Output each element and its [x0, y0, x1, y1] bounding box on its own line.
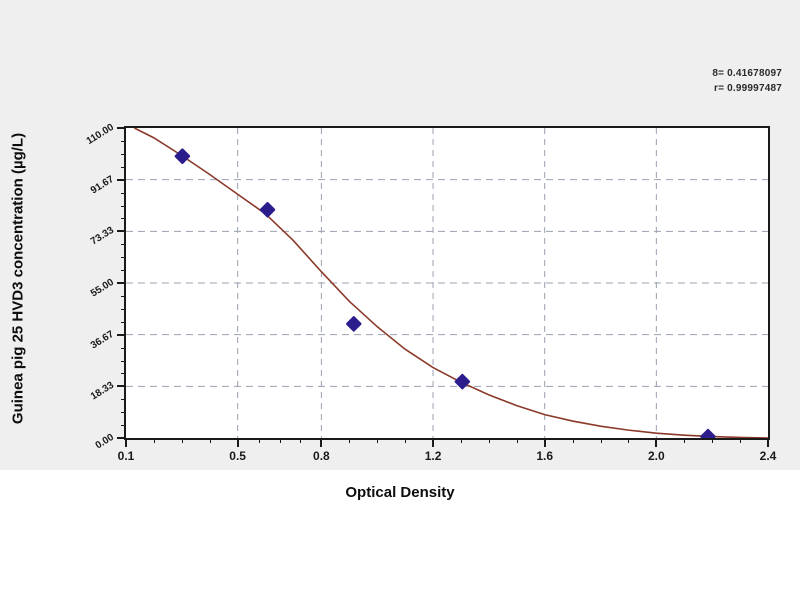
y-tick-mark	[117, 282, 126, 284]
x-tick-label: 2.0	[648, 449, 665, 463]
data-point-marker[interactable]	[174, 148, 191, 164]
x-tick-label: 0.1	[117, 449, 135, 463]
fit-curve	[134, 128, 768, 438]
x-tick-mark	[125, 438, 127, 447]
x-tick-mark-minor	[488, 438, 490, 443]
x-tick-mark-minor	[600, 438, 602, 443]
x-tick-mark	[767, 438, 769, 447]
y-tick-mark-minor	[121, 308, 126, 310]
x-tick-mark-minor	[349, 438, 351, 443]
x-tick-mark-minor	[460, 438, 462, 443]
x-tick-mark-minor	[572, 438, 574, 443]
y-tick-mark-minor	[121, 205, 126, 207]
y-tick-mark	[117, 437, 126, 439]
x-tick-label: 0.5	[229, 449, 246, 463]
data-point-marker[interactable]	[346, 316, 362, 332]
y-tick-mark-minor	[121, 140, 126, 142]
slope-annotation: 8= 0.41678097	[712, 68, 782, 79]
data-point-marker[interactable]	[700, 428, 716, 438]
x-tick-mark-minor	[181, 438, 183, 443]
y-tick-mark-minor	[121, 244, 126, 246]
y-tick-mark-minor	[121, 270, 126, 272]
y-tick-mark-minor	[121, 257, 126, 259]
x-tick-label: 1.2	[424, 449, 442, 463]
x-tick-mark-minor	[712, 438, 714, 443]
x-tick-mark-minor	[258, 438, 260, 443]
y-tick-mark-minor	[121, 425, 126, 427]
x-axis-title: Optical Density	[345, 484, 455, 501]
x-tick-mark-minor	[279, 438, 281, 443]
y-tick-mark-minor	[121, 166, 126, 168]
x-tick-mark	[543, 438, 546, 447]
data-point-marker[interactable]	[454, 373, 471, 390]
x-tick-label: 1.6	[536, 449, 554, 463]
x-tick-mark-minor	[740, 438, 742, 443]
x-tick-mark-minor	[209, 438, 211, 443]
correlation-annotation: r= 0.99997487	[714, 83, 782, 94]
regression-stats: 8= 0.41678097 r= 0.99997487	[712, 66, 782, 96]
x-tick-mark-minor	[516, 438, 518, 443]
y-tick-mark-minor	[121, 412, 126, 414]
y-tick-mark-minor	[121, 218, 126, 220]
y-tick-mark	[117, 385, 126, 388]
x-tick-mark	[236, 438, 239, 447]
x-tick-mark	[432, 438, 435, 447]
x-tick-mark-minor	[684, 438, 686, 443]
y-tick-mark-minor	[121, 192, 126, 194]
x-tick-mark-minor	[153, 438, 155, 443]
y-tick-mark-minor	[121, 347, 126, 349]
x-tick-label: 2.4	[759, 449, 777, 463]
x-tick-mark	[655, 438, 658, 447]
y-tick-mark	[117, 230, 126, 233]
y-tick-mark-minor	[121, 295, 126, 297]
y-tick-mark-minor	[121, 360, 126, 362]
data-point-marker[interactable]	[259, 201, 276, 218]
x-tick-mark-minor	[628, 438, 630, 443]
y-tick-mark-minor	[121, 321, 126, 323]
x-tick-label: 0.8	[313, 449, 330, 463]
y-tick-mark-minor	[121, 373, 126, 375]
y-tick-mark-minor	[121, 399, 126, 401]
x-tick-mark-minor	[405, 438, 407, 443]
plot-canvas	[126, 128, 768, 438]
y-tick-mark	[117, 178, 126, 181]
x-tick-mark-minor	[377, 438, 379, 443]
y-tick-mark	[117, 333, 126, 336]
y-tick-mark-minor	[121, 153, 126, 155]
y-tick-mark	[117, 127, 126, 129]
plot-area	[124, 126, 770, 440]
x-tick-mark	[320, 438, 323, 447]
x-tick-mark-minor	[300, 438, 302, 443]
